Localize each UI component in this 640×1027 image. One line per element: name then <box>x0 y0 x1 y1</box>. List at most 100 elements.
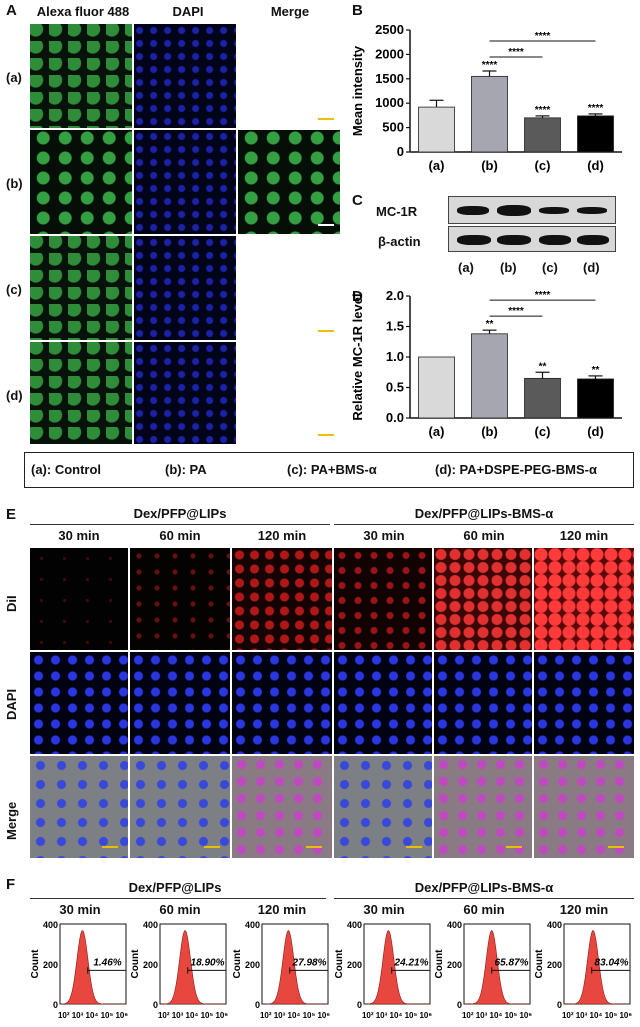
y-tick-label: 0 <box>153 1000 158 1010</box>
e-dil-120-bms <box>534 548 634 650</box>
bar <box>418 356 455 419</box>
y-tick-label: 0 <box>457 1000 462 1010</box>
row-label-a: (a) <box>6 70 22 85</box>
x-tick-label: (d) <box>587 158 604 173</box>
e-merge-30-lips <box>30 756 128 858</box>
y-tick-label: 0.0 <box>386 410 404 425</box>
y-tick-label: 400 <box>43 920 58 930</box>
panel-e-label: E <box>6 506 17 523</box>
e-dapi-60-bms <box>434 652 532 754</box>
y-tick-label: 200 <box>547 960 562 970</box>
f-time-6: 120 min <box>559 902 609 917</box>
blot-label-actin: β-actin <box>378 234 421 249</box>
y-tick-label: 0 <box>357 1000 362 1010</box>
blot-label-mc1r: MC-1R <box>376 204 418 219</box>
e-row-dil: DiI <box>4 595 19 612</box>
micrograph-a-dapi <box>134 24 236 128</box>
f-time-4: 30 min <box>363 902 405 917</box>
y-tick-label: 200 <box>143 960 158 970</box>
f-group-header-2: Dex/PFP@LIPs-BMS-α <box>414 880 554 895</box>
chart-mean-intensity: 0 500 1000 1500 2000 2500 Mean intensity (a) ***… <box>350 22 622 173</box>
bracket-label: **** <box>535 31 551 42</box>
y-axis-label: Count <box>232 949 243 979</box>
micrograph-b-alexa <box>30 130 132 234</box>
e-dapi-120-bms <box>534 652 634 754</box>
panel-c-label: C <box>352 192 363 209</box>
f-time-1: 30 min <box>59 902 101 917</box>
gate-percent: 24.21% <box>394 958 429 969</box>
significance-mark: ** <box>539 361 547 372</box>
histogram-fill <box>464 930 530 1005</box>
x-tick-labels: 10² 10³ 10⁴ 10⁵ 10⁶ <box>462 1011 532 1020</box>
y-tick-label: 200 <box>245 960 260 970</box>
e-time-6: 120 min <box>559 528 609 543</box>
y-tick-label: 200 <box>447 960 462 970</box>
e-dapi-60-lips <box>130 652 230 754</box>
f-time-2: 60 min <box>159 902 201 917</box>
y-tick-label: 0 <box>53 1000 58 1010</box>
y-tick-label: 1000 <box>375 95 404 110</box>
y-tick-label: 1500 <box>375 71 404 86</box>
e-dil-60-bms <box>434 548 532 650</box>
legend-pa-bms: (c): PA+BMS-α <box>287 462 377 477</box>
f-group-header-1: Dex/PFP@LIPs <box>128 880 222 895</box>
bracket-label: **** <box>535 290 551 301</box>
e-dil-60-lips <box>130 548 230 650</box>
y-tick-label: 2500 <box>375 22 404 37</box>
row-label-c: (c) <box>6 282 22 297</box>
significance-mark: **** <box>535 105 551 116</box>
e-row-dapi: DAPI <box>4 688 19 720</box>
lane-label-c: (c) <box>542 260 558 275</box>
y-tick-label: 0 <box>557 1000 562 1010</box>
bar <box>418 106 455 153</box>
y-axis-label: Relative MC-1R level <box>350 293 365 420</box>
e-dapi-120-lips <box>232 652 332 754</box>
micrograph-b-merge <box>238 130 340 234</box>
x-tick-label: (b) <box>481 424 498 439</box>
e-merge-60-bms <box>434 756 532 858</box>
histogram-fill <box>160 930 226 1005</box>
y-tick-label: 400 <box>447 920 462 930</box>
panel-f-label: F <box>6 876 16 893</box>
histogram-1: 400 200 0 Count 1.46% 10² 10³ 10⁴ 10⁵ 10⁶ <box>30 920 128 1020</box>
y-axis-label: Count <box>30 949 41 979</box>
gate-percent: 27.98% <box>292 958 327 969</box>
lane-label-d: (d) <box>583 260 600 275</box>
bar <box>524 377 561 419</box>
significance-mark: **** <box>588 103 604 114</box>
micrograph-c-merge <box>238 236 340 340</box>
histogram-fill <box>564 930 630 1005</box>
y-tick-label: 500 <box>382 120 404 135</box>
micrograph-d-alexa <box>30 342 132 444</box>
e-dapi-30-bms <box>334 652 432 754</box>
y-axis-label: Count <box>130 949 141 979</box>
x-tick-labels: 10² 10³ 10⁴ 10⁵ 10⁶ <box>562 1011 632 1020</box>
histogram-2: 400 200 0 Count 18.90% 10² 10³ 10⁴ 10⁵ 10⁶ <box>130 920 228 1020</box>
e-time-3: 120 min <box>257 528 307 543</box>
histogram-4: 400 200 0 Count 24.21% 10² 10³ 10⁴ 10⁵ 10⁶ <box>334 920 432 1020</box>
panel-d-label: D <box>352 288 363 305</box>
e-merge-60-lips <box>130 756 230 858</box>
micrograph-d-dapi <box>134 342 236 444</box>
x-tick-labels: 10² 10³ 10⁴ 10⁵ 10⁶ <box>58 1011 128 1020</box>
bracket-label: **** <box>508 306 524 317</box>
y-tick-label: 200 <box>347 960 362 970</box>
legend-pa: (b): PA <box>165 462 207 477</box>
histogram-5: 400 200 0 Count 65.87% 10² 10³ 10⁴ 10⁵ 10⁶ <box>434 920 532 1020</box>
bar <box>577 115 614 153</box>
histogram-3: 400 200 0 Count 27.98% 10² 10³ 10⁴ 10⁵ 10⁶ <box>232 920 330 1020</box>
bar <box>577 378 614 419</box>
histogram-fill <box>364 930 430 1005</box>
e-time-4: 30 min <box>363 528 405 543</box>
micrograph-c-dapi <box>134 236 236 340</box>
y-tick-label: 1.5 <box>386 319 404 334</box>
e-dil-120-lips <box>232 548 332 650</box>
f-time-3: 120 min <box>257 902 307 917</box>
y-tick-label: 400 <box>347 920 362 930</box>
y-axis-label: Count <box>334 949 345 979</box>
col-header-dapi: DAPI <box>172 4 204 19</box>
micrograph-b-dapi <box>134 130 236 234</box>
western-blot-mc1r <box>448 196 616 224</box>
panel-a-label: A <box>6 2 17 19</box>
e-merge-120-bms <box>534 756 634 858</box>
